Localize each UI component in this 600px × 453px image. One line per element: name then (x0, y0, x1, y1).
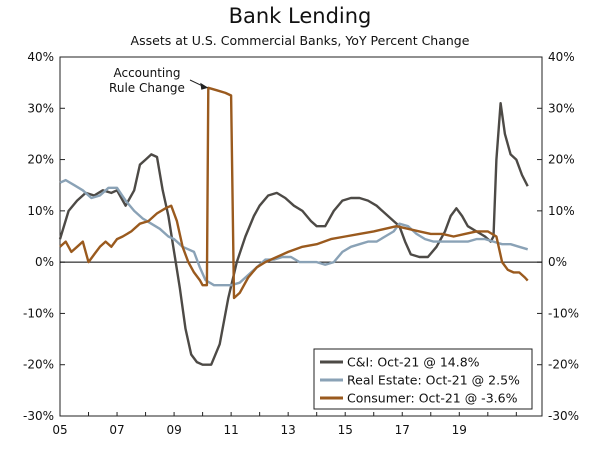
legend-box (313, 348, 533, 410)
y-tick-label-left: 40% (27, 50, 54, 64)
y-tick-label-right: 0% (548, 255, 567, 269)
y-axis-left: -30% -20% -10% 0% 10% 20% 30% 40% (23, 50, 65, 423)
y-tick-label-right: -30% (548, 409, 579, 423)
x-axis: 05 07 09 11 13 15 17 19 (52, 412, 517, 437)
x-tick-label: 15 (338, 423, 353, 437)
y-axis-right: -30% -20% -10% 0% 10% 20% 30% 40% (537, 50, 579, 423)
x-tick-label: 17 (395, 423, 410, 437)
y-tick-label-left: -30% (23, 409, 54, 423)
legend-label: Consumer: Oct-21 @ -3.6% (347, 391, 518, 406)
x-tick-label: 13 (281, 423, 296, 437)
legend-label: C&I: Oct-21 @ 14.8% (347, 355, 480, 370)
x-tick-label: 09 (166, 423, 181, 437)
y-tick-label-right: 40% (548, 50, 575, 64)
x-tick-label: 11 (223, 423, 238, 437)
x-tick-label: 07 (109, 423, 124, 437)
legend: C&I: Oct-21 @ 14.8% Real Estate: Oct-21 @… (313, 348, 533, 410)
y-tick-label-left: -20% (23, 358, 54, 372)
y-tick-label-left: 0% (35, 255, 54, 269)
y-tick-label-left: 20% (27, 153, 54, 167)
y-tick-label-right: 10% (548, 204, 575, 218)
y-tick-label-right: -20% (548, 358, 579, 372)
x-tick-label: 19 (452, 423, 467, 437)
annotation-arrowhead (200, 82, 209, 90)
chart-subtitle: Assets at U.S. Commercial Banks, YoY Per… (130, 33, 470, 48)
y-tick-label-right: 20% (548, 153, 575, 167)
y-tick-label-right: -10% (548, 306, 579, 320)
legend-label: Real Estate: Oct-21 @ 2.5% (347, 373, 520, 388)
series-line-ci (58, 102, 529, 366)
y-tick-label-left: 30% (27, 101, 54, 115)
annotation-line-2: Rule Change (109, 81, 185, 95)
y-tick-label-right: 30% (548, 101, 575, 115)
series-line-consumer (59, 86, 529, 300)
series-line-real-estate (59, 178, 529, 287)
x-tick-label: 05 (52, 423, 67, 437)
series-layer (58, 86, 529, 366)
y-tick-label-left: 10% (27, 204, 54, 218)
annotation-line-1: Accounting (113, 66, 180, 80)
chart-title: Bank Lending (228, 4, 372, 28)
y-tick-label-left: -10% (23, 306, 54, 320)
